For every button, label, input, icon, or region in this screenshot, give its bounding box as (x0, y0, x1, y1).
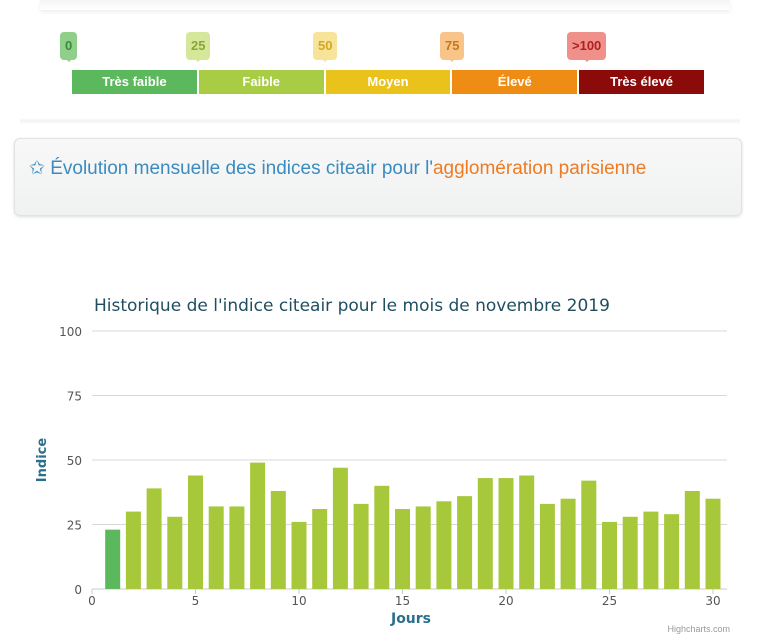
x-tick-label: 5 (192, 594, 200, 608)
chart-title: Historique de l'indice citeair pour le m… (94, 296, 610, 316)
x-tick-label: 30 (705, 594, 720, 608)
x-tick-label: 0 (88, 594, 96, 608)
divider (20, 118, 740, 124)
scale-tick: 50 (313, 32, 338, 62)
bar-day-7 (229, 506, 245, 589)
bar-day-6 (208, 506, 224, 589)
y-tick-label: 25 (67, 519, 82, 533)
section-title-part1: Évolution mensuelle des indices citeair … (50, 158, 433, 179)
bar-day-10 (291, 521, 307, 589)
bar-day-8 (250, 462, 266, 589)
x-tick-label: 10 (291, 594, 306, 608)
bar-day-4 (167, 516, 183, 589)
index-scale: Très faible Faible Moyen Élevé Très élevé (72, 70, 706, 94)
section-title-part2: agglomération parisienne (432, 158, 647, 179)
x-tick-label: 25 (602, 594, 617, 608)
bar-day-21 (519, 475, 535, 589)
bar-day-12 (332, 467, 348, 589)
bar-day-2 (125, 511, 141, 589)
bar-day-20 (498, 478, 514, 589)
x-axis-label: Jours (390, 611, 431, 627)
scale-level: Moyen (325, 70, 451, 94)
top-shadow (40, 0, 730, 10)
scale-level: Très faible (72, 70, 197, 94)
y-tick-label: 100 (59, 325, 82, 339)
bar-day-3 (146, 488, 162, 589)
x-tick-label: 20 (498, 594, 513, 608)
bar-day-22 (539, 503, 555, 589)
bar-day-29 (684, 490, 700, 589)
bar-day-11 (312, 509, 328, 589)
bar-day-19 (477, 478, 493, 589)
bar-day-23 (560, 498, 576, 589)
y-tick-label: 50 (67, 454, 82, 468)
bar-day-17 (436, 501, 452, 589)
scale-tick: 0 (60, 32, 78, 62)
bar-day-26 (622, 516, 638, 589)
bar-day-27 (643, 511, 659, 589)
scale-tick: >100 (567, 32, 607, 62)
bar-day-13 (353, 503, 369, 589)
bar-day-28 (664, 514, 680, 589)
bar-day-15 (395, 509, 410, 589)
scale-tick: 25 (186, 32, 211, 62)
bar-day-16 (415, 506, 431, 589)
bar-day-9 (270, 490, 286, 589)
x-tick-label: 15 (395, 594, 410, 608)
bar-day-5 (188, 475, 203, 589)
bar-day-1 (105, 529, 121, 589)
bar-day-18 (457, 496, 473, 589)
y-tick-label: 0 (74, 583, 82, 597)
bar-day-25 (602, 521, 617, 589)
scale-level: Très élevé (579, 70, 704, 94)
section-header: ✩ Évolution mensuelle des indices citeai… (14, 138, 742, 216)
chart-credit[interactable]: Highcharts.com (667, 624, 730, 634)
bar-day-14 (374, 485, 390, 589)
bar-day-30 (705, 498, 721, 589)
y-tick-label: 75 (67, 390, 82, 404)
scale-level: Faible (198, 70, 324, 94)
y-axis-label: Indice (35, 438, 50, 483)
star-icon: ✩ (29, 158, 45, 179)
scale-level: Élevé (452, 70, 578, 94)
bar-day-24 (581, 480, 597, 589)
scale-tick: 75 (440, 32, 465, 62)
